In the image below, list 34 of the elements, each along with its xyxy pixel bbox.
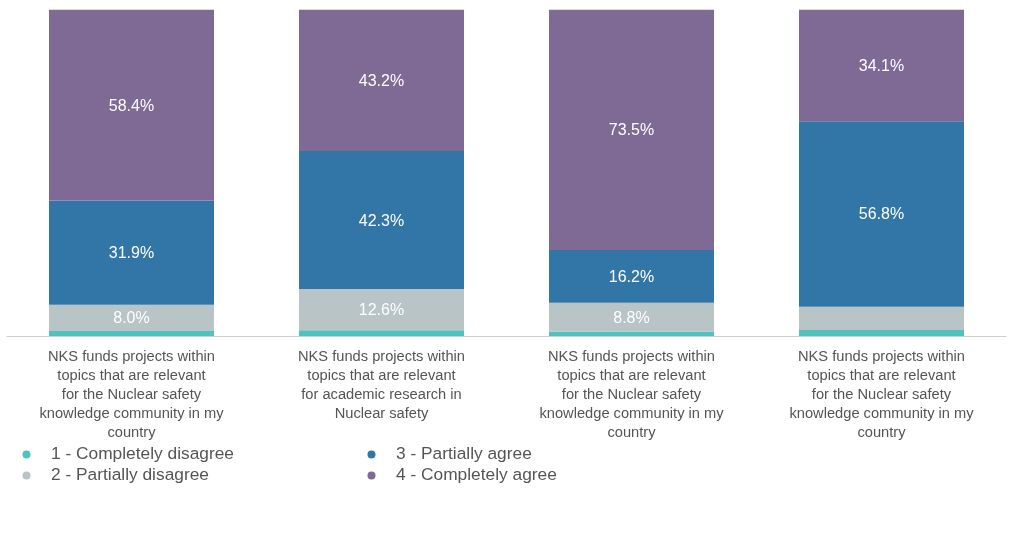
- bar: [549, 302, 714, 332]
- data-label: 12.6%: [358, 301, 405, 319]
- bar: [299, 330, 464, 337]
- bar: [299, 289, 464, 331]
- bar: [49, 330, 214, 337]
- bar: [799, 9, 964, 122]
- bar: [299, 9, 464, 151]
- bar: [299, 150, 464, 290]
- data-label: 58.4%: [108, 96, 155, 114]
- data-label: 42.3%: [358, 211, 405, 229]
- bar: [49, 9, 214, 201]
- legend-label: 3 - Partially agree: [396, 443, 533, 464]
- data-label: 16.2%: [608, 267, 655, 285]
- data-label: 56.8%: [858, 205, 905, 223]
- bar: [49, 304, 214, 331]
- bar: [549, 9, 714, 250]
- bar: [49, 200, 214, 305]
- bar: [549, 249, 714, 303]
- x-tick-label: NKS funds projects within topics that are relevant for academic research in Nuclear safety: [298, 347, 465, 422]
- x-tick-label: NKS funds projects within topics that are relevant for the Nuclear safety knowledge community in my country: [539, 347, 725, 441]
- x-tick-label: NKS funds projects within topics that are relevant for the Nuclear safety knowledge community in my country: [39, 347, 225, 441]
- data-label: 31.9%: [108, 244, 155, 262]
- x-tick-label: NKS funds projects within topics that are relevant for the Nuclear safety knowledge community in my country: [789, 347, 975, 441]
- bar: [799, 329, 964, 337]
- bar: [799, 306, 964, 330]
- legend-label: 2 - Partially disagree: [51, 464, 210, 485]
- legend-label: 4 - Completely agree: [396, 464, 558, 485]
- legend-label: 1 - Completely disagree: [51, 443, 235, 464]
- data-label: 8.8%: [613, 308, 650, 326]
- data-label: 8.0%: [113, 309, 150, 327]
- bar: [799, 121, 964, 307]
- data-label: 43.2%: [358, 71, 405, 89]
- data-label: 34.1%: [858, 56, 905, 74]
- data-label: 73.5%: [608, 121, 655, 139]
